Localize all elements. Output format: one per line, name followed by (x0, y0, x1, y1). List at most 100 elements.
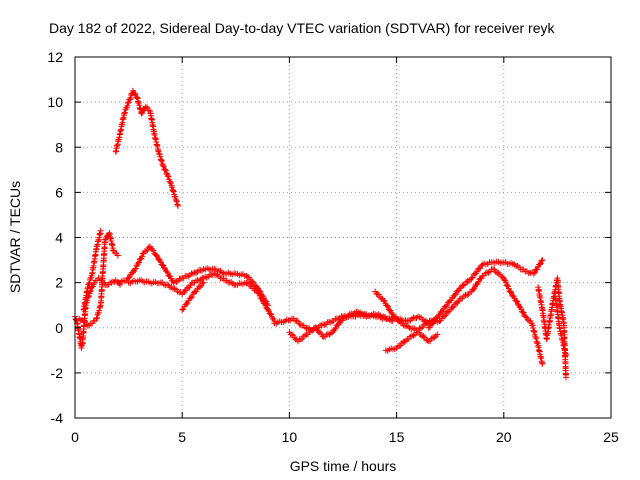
x-tick-label: 20 (496, 429, 512, 445)
data-point (507, 288, 514, 295)
data-point (536, 261, 543, 268)
y-tick-label: 4 (55, 230, 63, 246)
data-point (268, 311, 275, 318)
data-point (173, 197, 180, 204)
y-tick-label: 12 (47, 49, 63, 65)
data-point (196, 284, 203, 291)
data-point (133, 93, 140, 100)
data-point (164, 269, 171, 276)
data-point (135, 260, 142, 267)
data-point (161, 166, 168, 173)
data-point (485, 269, 492, 276)
data-point (199, 267, 206, 274)
data-point (173, 198, 180, 205)
data-point (139, 253, 146, 260)
data-point (97, 303, 104, 310)
data-point (108, 279, 115, 286)
data-point (428, 335, 435, 342)
data-point (508, 289, 515, 296)
data-point (396, 343, 403, 350)
data-point (150, 247, 157, 254)
y-tick-label: 6 (55, 184, 63, 200)
x-tick-label: 10 (282, 429, 298, 445)
data-point (513, 298, 520, 305)
data-point (441, 313, 448, 320)
data-point (96, 304, 103, 311)
data-point (144, 104, 151, 111)
data-point (523, 314, 530, 321)
data-point (124, 102, 131, 109)
data-point (156, 150, 163, 157)
data-point (131, 89, 138, 96)
data-point (475, 278, 482, 285)
data-point (264, 306, 271, 313)
data-point (381, 298, 388, 305)
data-point (450, 303, 457, 310)
data-point (157, 153, 164, 160)
data-point (102, 236, 109, 243)
x-tick-label: 25 (603, 429, 619, 445)
tick-labels-layer: 0 5 10 15 20 25 -4 -2 0 2 4 6 8 10 12 (47, 49, 619, 445)
data-point (420, 321, 427, 328)
data-point (181, 289, 188, 296)
data-point (93, 315, 100, 322)
data-point (392, 314, 399, 321)
x-tick-label: 15 (389, 429, 405, 445)
data-point (199, 280, 206, 287)
y-tick-label: 0 (55, 320, 63, 336)
data-point (132, 265, 139, 272)
data-point (267, 310, 274, 317)
data-point (162, 166, 169, 173)
data-point (142, 103, 149, 110)
data-point (518, 306, 525, 313)
data-point (434, 331, 441, 338)
data-point (391, 313, 398, 320)
data-point (468, 275, 475, 282)
data-point (313, 325, 320, 332)
y-tick-label: 2 (55, 275, 63, 291)
data-point (80, 317, 87, 324)
data-point (538, 257, 545, 264)
data-point (259, 296, 266, 303)
data-point (562, 374, 569, 381)
x-axis-label: GPS time / hours (290, 458, 397, 474)
data-point (143, 248, 150, 255)
data-point (448, 297, 455, 304)
data-point (97, 227, 104, 234)
data-point (192, 270, 199, 277)
data-point (375, 291, 382, 298)
data-point (514, 298, 521, 305)
data-point (439, 307, 446, 314)
data-point (420, 333, 427, 340)
data-point (172, 278, 179, 285)
data-point (85, 281, 92, 288)
data-point (503, 281, 510, 288)
data-point (163, 170, 170, 177)
data-point (149, 245, 156, 252)
data-point (297, 336, 304, 343)
data-point (530, 270, 537, 277)
data-point (174, 201, 181, 208)
data-point (423, 336, 430, 343)
y-tick-label: -4 (51, 410, 64, 426)
data-point (78, 345, 85, 352)
data-point (474, 268, 480, 275)
data-point (229, 280, 236, 287)
data-point (188, 293, 195, 300)
data-point (193, 288, 200, 295)
data-point (114, 252, 121, 259)
data-point (471, 285, 478, 292)
data-point (121, 109, 128, 116)
data-point (464, 292, 471, 299)
y-tick-label: 10 (47, 94, 63, 110)
data-point (139, 109, 146, 116)
data-point (170, 279, 177, 286)
y-axis-label: SDTVAR / TECUs (7, 181, 23, 293)
data-point (82, 318, 89, 325)
data-point (88, 284, 95, 291)
data-point (431, 334, 438, 341)
data-point (417, 325, 424, 332)
data-point (185, 273, 192, 280)
data-point (401, 338, 408, 345)
data-point (170, 187, 177, 194)
